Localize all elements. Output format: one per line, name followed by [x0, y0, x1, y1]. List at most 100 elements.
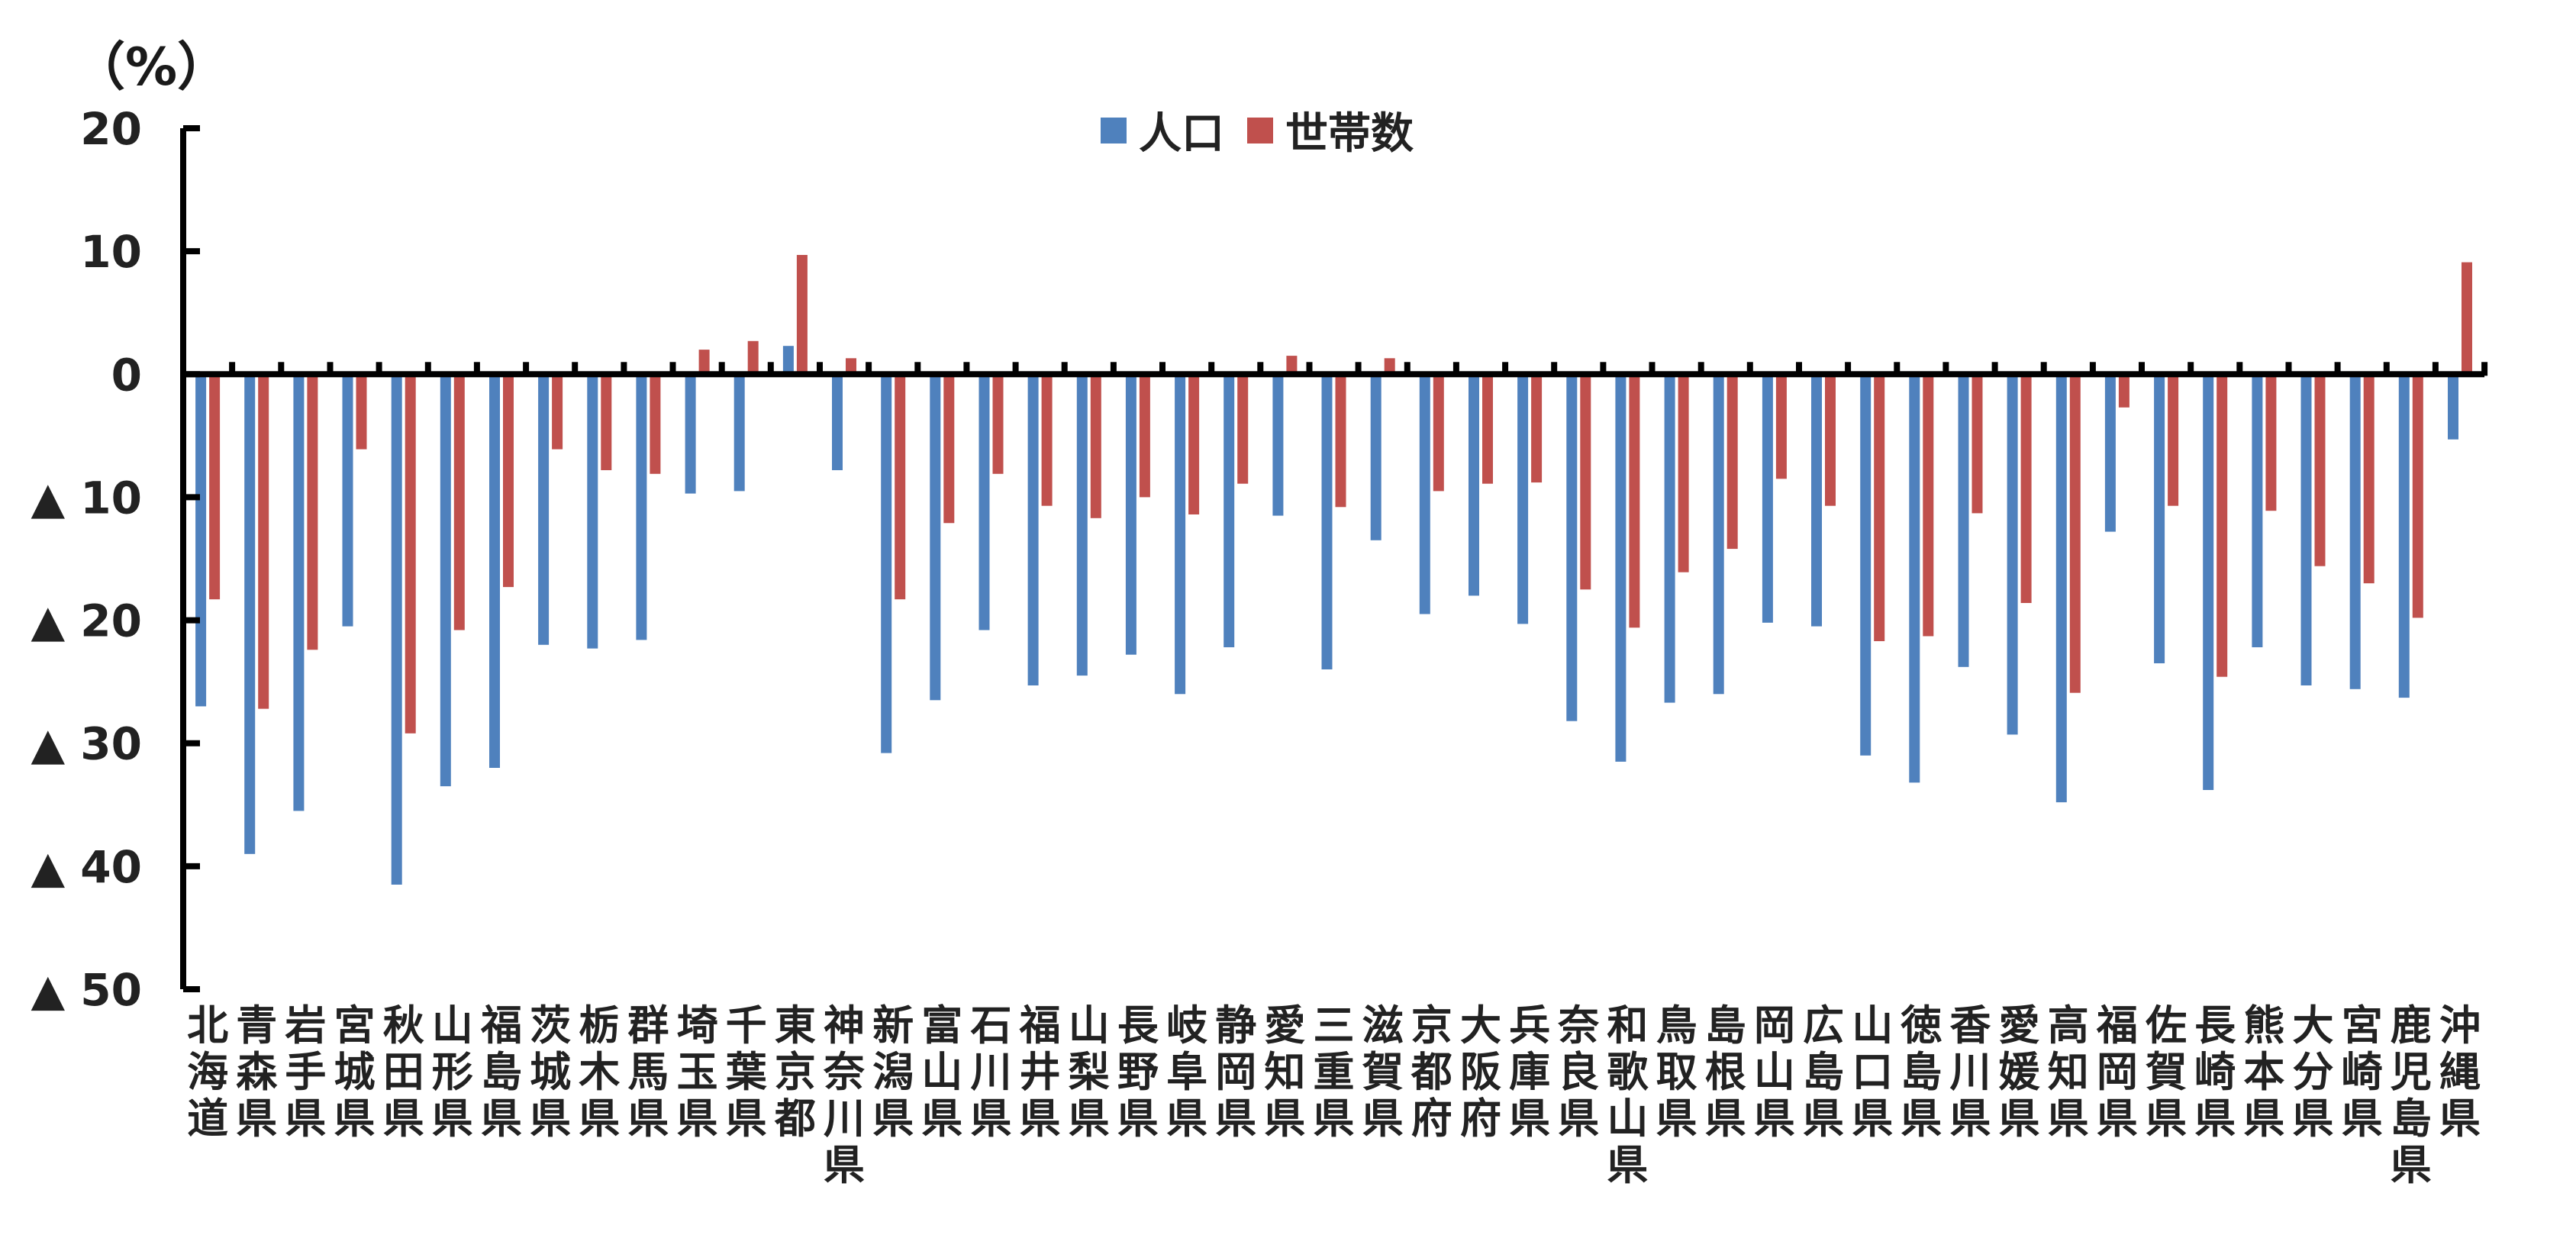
bar-households-0	[209, 374, 221, 600]
bar-households-33	[1825, 374, 1836, 506]
x-tick-label-0: 北海道	[187, 1001, 228, 1143]
bar-population-21	[1224, 374, 1235, 647]
bar-households-2	[307, 374, 318, 650]
bar-households-29	[1629, 374, 1640, 628]
bar-population-34	[1860, 374, 1872, 756]
bar-households-21	[1237, 374, 1249, 484]
bar-population-45	[2398, 374, 2410, 698]
x-tick-label-34: 山口県	[1852, 1001, 1893, 1143]
y-tick-labels: 20 10 0 ▲ 10 ▲ 20 ▲ 30 ▲ 40 ▲ 50	[31, 103, 142, 1016]
bar-households-20	[1188, 374, 1200, 514]
bar-population-15	[930, 374, 941, 701]
bar-population-3	[342, 374, 353, 627]
legend-label-population: 人口	[1139, 109, 1224, 159]
y-tick-label-3: ▲ 10	[31, 472, 142, 524]
legend-swatch-population	[1101, 117, 1127, 143]
x-tick-label-36: 香川県	[1950, 1001, 1991, 1143]
x-tick-label-5: 山形県	[432, 1001, 473, 1143]
axes-layer	[180, 125, 2488, 992]
x-tick-label-11: 千葉県	[725, 1001, 768, 1143]
bar-households-46	[2462, 262, 2472, 375]
x-tick-label-23: 三重県	[1314, 1001, 1355, 1143]
x-tick-label-12: 東京都	[774, 1001, 816, 1143]
bar-households-42	[2265, 374, 2277, 511]
x-tick-label-33: 広島県	[1803, 1001, 1844, 1143]
bar-households-19	[1139, 374, 1150, 498]
bar-population-26	[1469, 374, 1479, 596]
x-tick-label-2: 岩手県	[285, 1001, 326, 1143]
x-tick-label-37: 愛媛県	[1999, 1001, 2041, 1143]
bar-households-32	[1775, 374, 1787, 479]
bar-households-44	[2363, 374, 2374, 584]
bar-population-17	[1027, 374, 1039, 685]
x-tick-label-44: 宮崎県	[2342, 1001, 2383, 1143]
bar-population-40	[2154, 374, 2165, 663]
x-tick-label-29: 和歌山県	[1607, 1001, 1649, 1189]
bar-households-8	[601, 374, 612, 470]
bar-households-13	[846, 358, 856, 375]
bar-population-30	[1664, 374, 1675, 703]
bar-households-6	[503, 374, 514, 588]
y-tick-label-2: 0	[111, 349, 142, 401]
x-tick-labels: 北海道青森県岩手県宮城県秋田県山形県福島県茨城県栃木県群馬県埼玉県千葉県東京都神…	[187, 1001, 2481, 1189]
bar-households-34	[1874, 374, 1885, 641]
bar-population-23	[1321, 374, 1333, 669]
bar-population-7	[538, 374, 550, 645]
x-tick-label-1: 青森県	[236, 1001, 278, 1143]
x-tick-label-28: 奈良県	[1557, 1001, 1599, 1143]
bar-population-43	[2300, 374, 2312, 685]
bar-population-0	[195, 374, 207, 707]
bar-population-4	[391, 374, 402, 885]
bars-layer	[195, 255, 2472, 885]
x-tick-label-15: 富山県	[921, 1001, 962, 1143]
bar-population-38	[2055, 374, 2067, 803]
legend: 人口 世帯数	[1101, 99, 1436, 161]
bar-households-27	[1531, 374, 1543, 483]
y-tick-label-4: ▲ 20	[31, 595, 142, 647]
y-tick-label-5: ▲ 30	[31, 718, 142, 770]
bar-households-11	[747, 340, 759, 375]
bar-households-45	[2412, 374, 2423, 618]
x-tick-label-35: 徳島県	[1900, 1001, 1942, 1143]
bar-households-24	[1384, 358, 1395, 375]
y-unit-label: （%）	[73, 37, 230, 98]
bar-households-30	[1678, 374, 1689, 572]
x-tick-label-43: 大分県	[2293, 1001, 2334, 1143]
bar-population-41	[2203, 374, 2214, 790]
x-tick-label-17: 福井県	[1019, 1001, 1061, 1143]
bar-population-37	[2007, 374, 2018, 735]
x-tick-label-31: 島根県	[1705, 1001, 1746, 1143]
bar-households-41	[2217, 374, 2228, 677]
bar-population-18	[1076, 374, 1088, 676]
bar-households-5	[453, 374, 465, 630]
bar-population-24	[1370, 374, 1381, 540]
x-tick-label-38: 高知県	[2048, 1001, 2089, 1143]
bar-population-39	[2104, 374, 2116, 532]
x-tick-label-41: 長崎県	[2194, 1001, 2236, 1143]
bar-population-22	[1272, 374, 1284, 516]
bar-households-22	[1286, 356, 1298, 375]
bar-population-44	[2349, 374, 2361, 689]
bar-households-1	[258, 374, 269, 709]
bar-households-28	[1580, 374, 1591, 590]
bar-households-35	[1923, 374, 1934, 637]
bar-households-36	[1971, 374, 1983, 514]
x-tick-label-10: 埼玉県	[677, 1001, 718, 1143]
bar-households-43	[2314, 374, 2326, 566]
x-tick-label-3: 宮城県	[334, 1001, 376, 1143]
bar-households-9	[650, 374, 661, 474]
y-tick-label-0: 20	[80, 103, 142, 155]
bar-population-5	[440, 374, 451, 787]
bar-population-35	[1909, 374, 1920, 783]
bar-population-20	[1175, 374, 1186, 695]
x-tick-label-8: 栃木県	[579, 1001, 620, 1143]
x-tick-label-13: 神奈川県	[823, 1001, 865, 1189]
x-tick-label-27: 兵庫県	[1509, 1001, 1550, 1143]
bar-population-42	[2252, 374, 2263, 647]
legend-swatch-households	[1247, 117, 1273, 143]
x-tick-label-14: 新潟県	[872, 1001, 914, 1143]
bar-households-15	[943, 374, 955, 524]
bar-population-36	[1958, 374, 1969, 667]
y-tick-label-6: ▲ 40	[31, 841, 142, 893]
y-tick-label-1: 10	[80, 226, 142, 278]
